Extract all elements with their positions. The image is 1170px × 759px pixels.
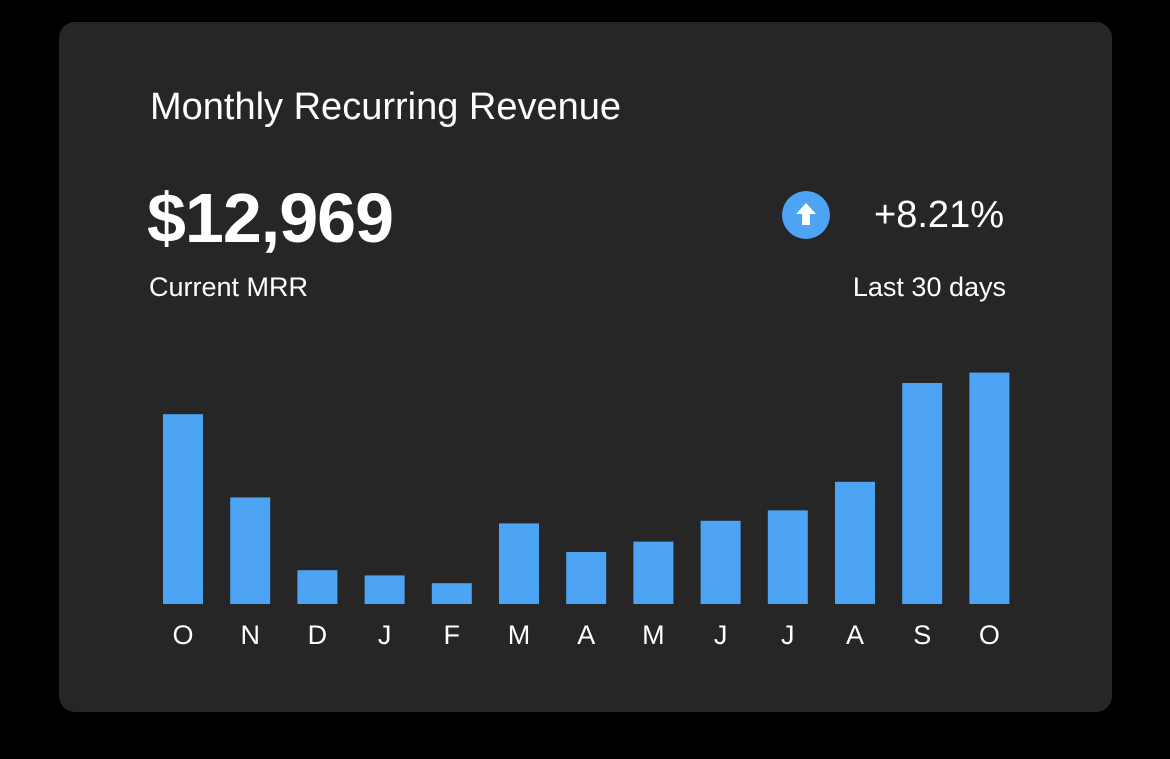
bar-2	[297, 570, 338, 604]
x-tick-label-1: N	[240, 620, 260, 650]
bar-11	[902, 383, 943, 604]
trend-value: +8.21%	[874, 194, 1004, 236]
mrr-amount-label: Current MRR	[149, 272, 309, 302]
mrr-amount: $12,969	[147, 179, 394, 257]
bar-12	[969, 372, 1010, 604]
chart-bars	[163, 372, 1010, 604]
x-tick-label-8: J	[714, 620, 728, 650]
bar-7	[633, 541, 674, 604]
bar-6	[566, 552, 607, 604]
x-tick-label-7: M	[642, 620, 665, 650]
x-tick-label-9: J	[781, 620, 795, 650]
bar-9	[767, 510, 808, 604]
x-tick-label-2: D	[308, 620, 328, 650]
bar-3	[364, 575, 405, 604]
x-tick-label-0: O	[172, 620, 193, 650]
mrr-card: Monthly Recurring Revenue $12,969 Curren…	[59, 22, 1112, 712]
card-title: Monthly Recurring Revenue	[150, 86, 622, 128]
trend-period: Last 30 days	[852, 272, 1006, 302]
x-tick-label-5: M	[508, 620, 531, 650]
bar-4	[431, 583, 472, 604]
arrow-up-circle-icon	[782, 191, 830, 239]
x-tick-label-10: A	[846, 620, 864, 650]
x-tick-label-4: F	[444, 620, 461, 650]
bar-1	[230, 497, 271, 604]
x-tick-label-6: A	[577, 620, 595, 650]
bar-10	[835, 481, 875, 604]
bar-0	[163, 414, 203, 604]
bar-8	[700, 520, 741, 604]
bar-5	[499, 523, 539, 604]
x-tick-label-3: J	[378, 620, 392, 650]
x-tick-label-11: S	[913, 620, 931, 650]
x-tick-label-12: O	[979, 620, 1000, 650]
